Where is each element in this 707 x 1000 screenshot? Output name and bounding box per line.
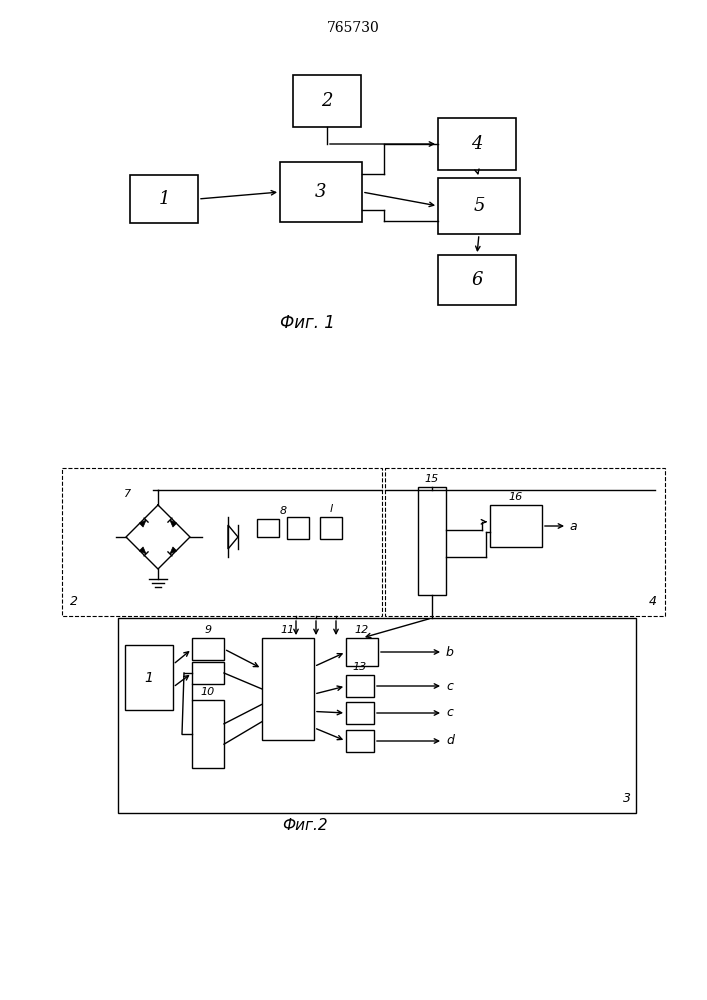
Text: b: b (446, 646, 454, 658)
Bar (385, 468, 665, 616)
Text: 9: 9 (204, 625, 211, 635)
Bar (257, 519, 279, 537)
Bar (346, 638, 378, 666)
Text: Фиг.2: Фиг.2 (282, 818, 328, 832)
Text: l: l (329, 504, 332, 514)
Bar (438, 255, 516, 305)
Bar (62, 468, 382, 616)
Bar (192, 638, 224, 660)
Bar (287, 517, 309, 539)
Polygon shape (139, 520, 146, 527)
Bar (262, 638, 314, 740)
Text: 2: 2 (321, 92, 333, 110)
Bar (280, 162, 362, 222)
Polygon shape (170, 547, 177, 554)
Bar (438, 118, 516, 170)
Text: с: с (446, 680, 453, 692)
Text: 765730: 765730 (327, 21, 380, 35)
Text: 5: 5 (473, 197, 485, 215)
Text: 8: 8 (279, 506, 286, 516)
Bar (118, 618, 636, 813)
Bar (125, 645, 173, 710)
Bar (346, 730, 374, 752)
Bar (346, 675, 374, 697)
Text: 6: 6 (472, 271, 483, 289)
Text: 15: 15 (425, 474, 439, 484)
Text: а: а (569, 520, 577, 532)
Bar (130, 175, 198, 223)
Text: 1: 1 (158, 190, 170, 208)
Bar (438, 178, 520, 234)
Text: 10: 10 (201, 687, 215, 697)
Text: 12: 12 (355, 625, 369, 635)
Text: 2: 2 (70, 595, 78, 608)
Bar (490, 505, 542, 547)
Text: 4: 4 (472, 135, 483, 153)
Bar (192, 662, 224, 684)
Bar (418, 487, 446, 595)
Text: Фиг. 1: Фиг. 1 (279, 314, 334, 332)
Text: 7: 7 (124, 489, 132, 499)
Polygon shape (139, 547, 146, 554)
Text: 11: 11 (281, 625, 295, 635)
Bar (293, 75, 361, 127)
Text: с: с (446, 706, 453, 720)
Text: 16: 16 (509, 492, 523, 502)
Text: 13: 13 (353, 662, 367, 672)
Bar (346, 702, 374, 724)
Polygon shape (170, 520, 177, 527)
Text: 4: 4 (649, 595, 657, 608)
Text: 3: 3 (623, 792, 631, 805)
Text: d: d (446, 734, 454, 748)
Text: 3: 3 (315, 183, 327, 201)
Bar (192, 700, 224, 768)
Bar (320, 517, 342, 539)
Text: 1: 1 (144, 670, 153, 684)
